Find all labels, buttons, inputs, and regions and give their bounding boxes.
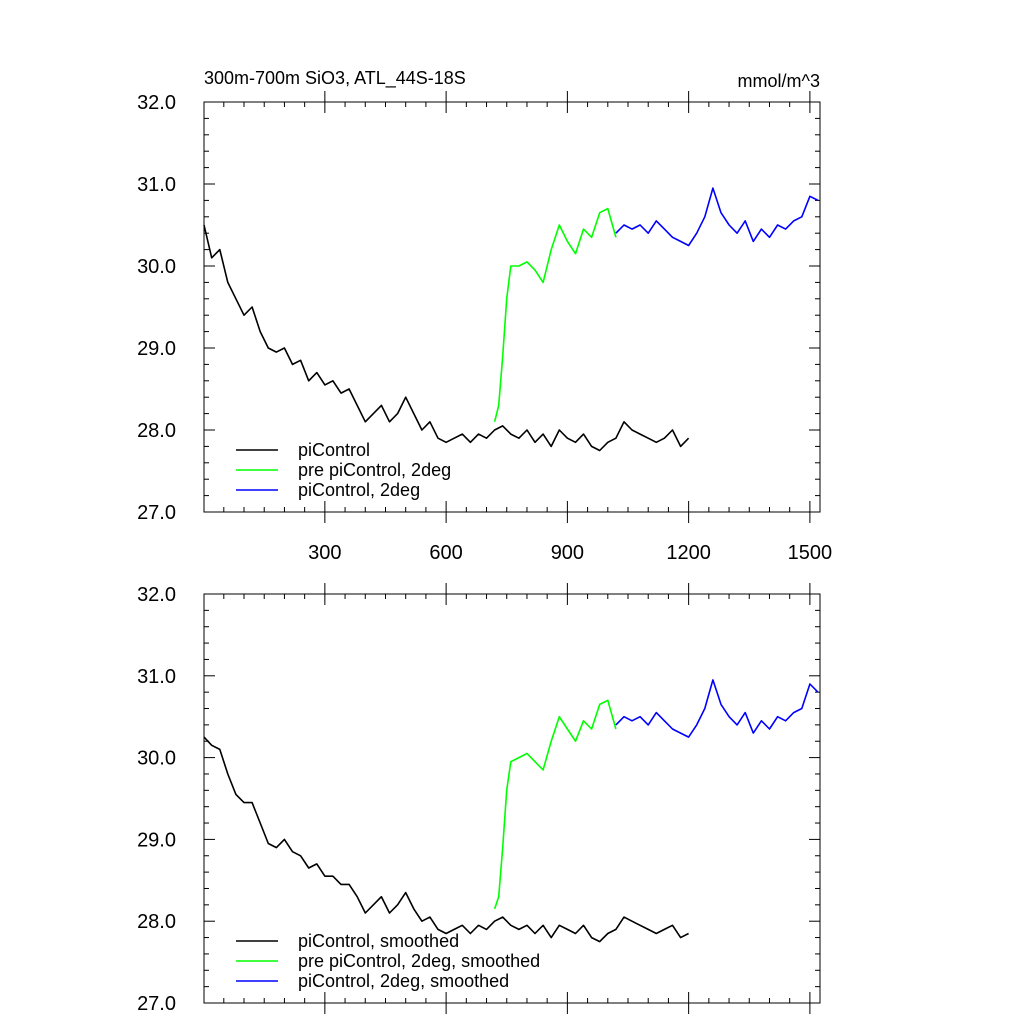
- x-tick-label: 300: [308, 542, 341, 564]
- plot-frame: [203, 593, 821, 1004]
- x-tick-label: 1500: [788, 542, 833, 564]
- y-tick-label: 27.0: [137, 993, 176, 1015]
- legend-label: piControl, 2deg, smoothed: [298, 971, 509, 991]
- legend-label: piControl, smoothed: [298, 931, 459, 951]
- series-line-0: [203, 224, 690, 452]
- y-tick-label: 28.0: [137, 420, 176, 442]
- y-tick-label: 31.0: [137, 174, 176, 196]
- series-line-0: [203, 736, 689, 943]
- x-tick-label: 1200: [666, 542, 711, 564]
- y-tick-label: 30.0: [137, 748, 176, 770]
- y-tick-label: 30.0: [137, 256, 176, 278]
- legend-label: pre piControl, 2deg, smoothed: [298, 951, 540, 971]
- y-tick-label: 32.0: [137, 92, 176, 114]
- x-tick-label: 900: [551, 542, 584, 564]
- y-tick-label: 29.0: [137, 829, 176, 851]
- series-line-1: [493, 207, 617, 422]
- plot-frame: [203, 101, 821, 513]
- y-tick-label: 28.0: [137, 911, 176, 933]
- bottom-panel: 27.0 28.0 29.0 30.0 31.0 32.0 piControl, smoot…: [137, 583, 821, 1015]
- series-line-2: [615, 679, 819, 738]
- top-panel: 27.0 28.0 29.0 30.0 31.0 32.0 300 600 900 1200 150…: [137, 91, 832, 564]
- legend-label: piControl: [298, 440, 370, 460]
- y-tick-label: 29.0: [137, 338, 176, 360]
- legend-label: pre piControl, 2deg: [298, 460, 451, 480]
- series-line-2: [615, 187, 819, 247]
- y-tick-label: 27.0: [137, 502, 176, 524]
- y-tick-label: 32.0: [137, 584, 176, 606]
- y-tick-label: 31.0: [137, 666, 176, 688]
- x-tick-label: 600: [429, 542, 462, 564]
- legend-label: piControl, 2deg: [298, 480, 420, 500]
- chart-title: 300m-700m SiO3, ATL_44S-18S: [204, 68, 466, 89]
- units-label: mmol/m^3: [738, 71, 820, 91]
- series-line-1: [493, 699, 617, 910]
